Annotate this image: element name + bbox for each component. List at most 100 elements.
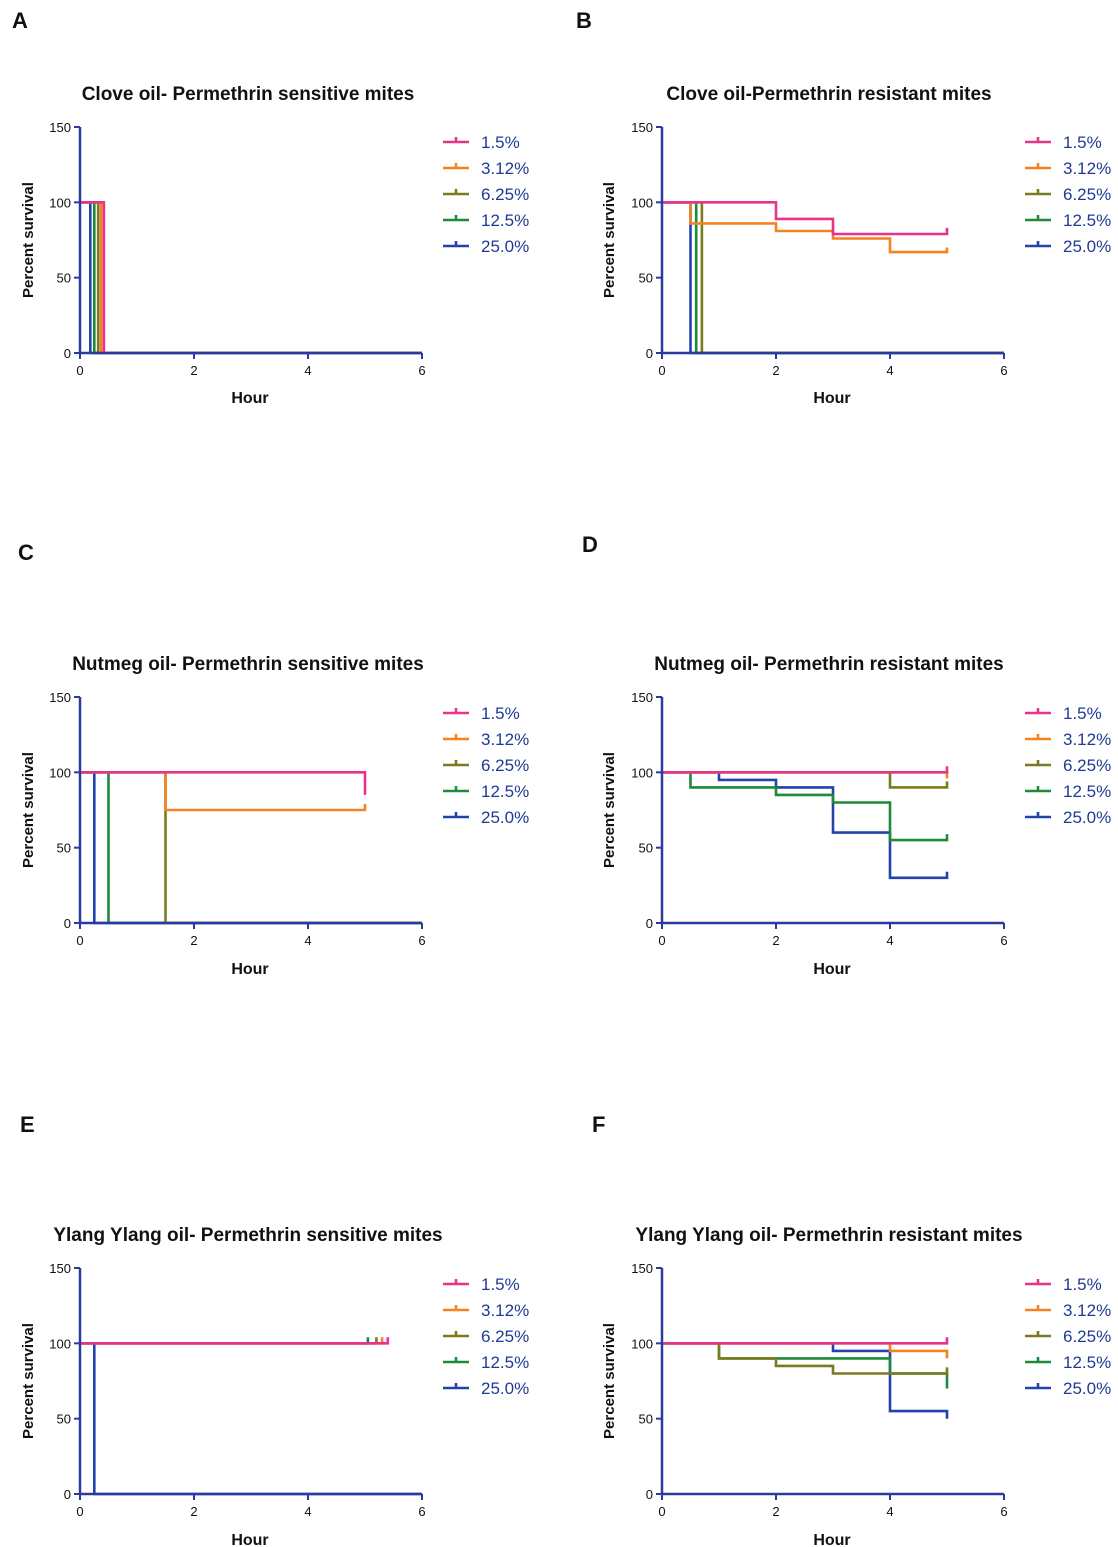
- y-tick-label: 100: [631, 195, 653, 210]
- legend-item: 12.5%: [443, 782, 529, 801]
- legend: 1.5% 3.12% 6.25% 12.5% 25.0%: [1025, 133, 1111, 256]
- panel-letter: D: [582, 532, 598, 557]
- y-tick-label: 0: [646, 1487, 653, 1502]
- legend-label: 12.5%: [481, 211, 529, 230]
- y-axis-label: Percent survival: [20, 1323, 37, 1439]
- y-tick-label: 100: [631, 765, 653, 780]
- chart-title: Clove oil- Permethrin sensitive mites: [82, 84, 415, 105]
- legend-item: 1.5%: [443, 133, 520, 152]
- y-tick-label: 100: [49, 765, 71, 780]
- panel-a: A Clove oil- Permethrin sensitive mites …: [12, 8, 529, 407]
- chart-title: Nutmeg oil- Permethrin sensitive mites: [72, 654, 424, 675]
- y-axis-label: Percent survival: [601, 1323, 618, 1439]
- y-tick-label: 150: [631, 1261, 653, 1276]
- legend-label: 12.5%: [1063, 782, 1111, 801]
- legend-label: 3.12%: [481, 1301, 529, 1320]
- legend-item: 25.0%: [1025, 1379, 1111, 1398]
- series-line-1-5-: [662, 1337, 949, 1345]
- legend-item: 25.0%: [443, 1379, 529, 1398]
- legend-item: 12.5%: [1025, 782, 1111, 801]
- legend-item: 6.25%: [443, 1327, 529, 1346]
- y-axis-label: Percent survival: [20, 182, 37, 298]
- chart-title: Nutmeg oil- Permethrin resistant mites: [654, 654, 1003, 675]
- legend-item: 25.0%: [443, 237, 529, 256]
- panel-letter: B: [576, 8, 592, 33]
- x-axis-label: Hour: [231, 390, 268, 407]
- series-line-25-0-: [80, 201, 422, 355]
- x-tick-label: 2: [772, 363, 779, 378]
- x-tick-label: 0: [76, 363, 83, 378]
- legend-label: 25.0%: [1063, 237, 1111, 256]
- series-line-25-0-: [662, 770, 949, 880]
- y-axis-label: Percent survival: [20, 752, 37, 868]
- x-tick-label: 0: [658, 933, 665, 948]
- y-axis-label: Percent survival: [601, 182, 618, 298]
- y-tick-label: 50: [57, 841, 71, 856]
- series-line-3-12-: [80, 770, 367, 812]
- y-tick-label: 0: [646, 346, 653, 361]
- x-axis-label: Hour: [231, 961, 268, 978]
- series-line-1-5-: [80, 770, 367, 795]
- legend-item: 6.25%: [1025, 185, 1111, 204]
- plot-area: 0 2 4 6 0 50 100 150: [631, 690, 1007, 948]
- x-tick-label: 6: [418, 933, 425, 948]
- legend-item: 1.5%: [443, 1275, 520, 1294]
- series-line-6-25-: [662, 1342, 949, 1375]
- series-line-1-5-: [662, 766, 949, 774]
- y-tick-label: 100: [49, 195, 71, 210]
- y-tick-label: 50: [639, 1412, 653, 1427]
- panel-letter: A: [12, 8, 28, 33]
- x-tick-label: 4: [304, 363, 311, 378]
- panel-b: B Clove oil-Permethrin resistant mites 0…: [576, 8, 1111, 407]
- legend-item: 6.25%: [1025, 756, 1111, 775]
- x-tick-label: 6: [1000, 1504, 1007, 1519]
- legend-label: 6.25%: [481, 1327, 529, 1346]
- legend: 1.5% 3.12% 6.25% 12.5% 25.0%: [443, 704, 529, 827]
- legend-item: 25.0%: [443, 808, 529, 827]
- series-line-25-0-: [662, 1342, 949, 1419]
- series-line-12-5-: [80, 201, 422, 355]
- legend-label: 3.12%: [1063, 159, 1111, 178]
- legend-item: 3.12%: [443, 730, 529, 749]
- panel-d: D Nutmeg oil- Permethrin resistant mites…: [582, 532, 1111, 978]
- y-tick-label: 100: [49, 1336, 71, 1351]
- legend-item: 3.12%: [443, 159, 529, 178]
- legend-item: 12.5%: [443, 211, 529, 230]
- legend-label: 25.0%: [1063, 808, 1111, 827]
- legend: 1.5% 3.12% 6.25% 12.5% 25.0%: [1025, 704, 1111, 827]
- x-tick-label: 0: [76, 1504, 83, 1519]
- x-tick-label: 0: [658, 1504, 665, 1519]
- y-tick-label: 150: [631, 690, 653, 705]
- legend-label: 6.25%: [481, 756, 529, 775]
- series-line-1-5-: [80, 201, 422, 355]
- legend-item: 12.5%: [1025, 1353, 1111, 1372]
- legend-label: 25.0%: [481, 1379, 529, 1398]
- plot-area: 0 2 4 6 0 50 100 150: [49, 1261, 425, 1519]
- legend-label: 3.12%: [481, 730, 529, 749]
- x-tick-label: 2: [190, 1504, 197, 1519]
- legend-item: 3.12%: [1025, 159, 1111, 178]
- legend: 1.5% 3.12% 6.25% 12.5% 25.0%: [443, 1275, 529, 1398]
- y-tick-label: 50: [639, 841, 653, 856]
- legend-label: 1.5%: [1063, 1275, 1102, 1294]
- series-line-25-0-: [80, 770, 422, 925]
- x-tick-label: 2: [772, 1504, 779, 1519]
- panel-e: E Ylang Ylang oil- Permethrin sensitive …: [20, 1112, 529, 1547]
- x-axis-label: Hour: [813, 961, 850, 978]
- series-line-3-12-: [80, 201, 422, 355]
- series-line-3-12-: [662, 1342, 949, 1359]
- y-tick-label: 50: [639, 271, 653, 286]
- panel-letter: C: [18, 540, 34, 565]
- y-tick-label: 150: [631, 120, 653, 135]
- legend-item: 6.25%: [1025, 1327, 1111, 1346]
- series-line-3-12-: [662, 201, 949, 254]
- x-tick-label: 4: [886, 363, 893, 378]
- legend-label: 25.0%: [1063, 1379, 1111, 1398]
- panel-c: C Nutmeg oil- Permethrin sensitive mites…: [18, 540, 529, 978]
- legend-label: 3.12%: [481, 159, 529, 178]
- x-tick-label: 6: [418, 1504, 425, 1519]
- y-tick-label: 100: [631, 1336, 653, 1351]
- series-line-1-5-: [662, 201, 949, 236]
- legend-item: 6.25%: [443, 185, 529, 204]
